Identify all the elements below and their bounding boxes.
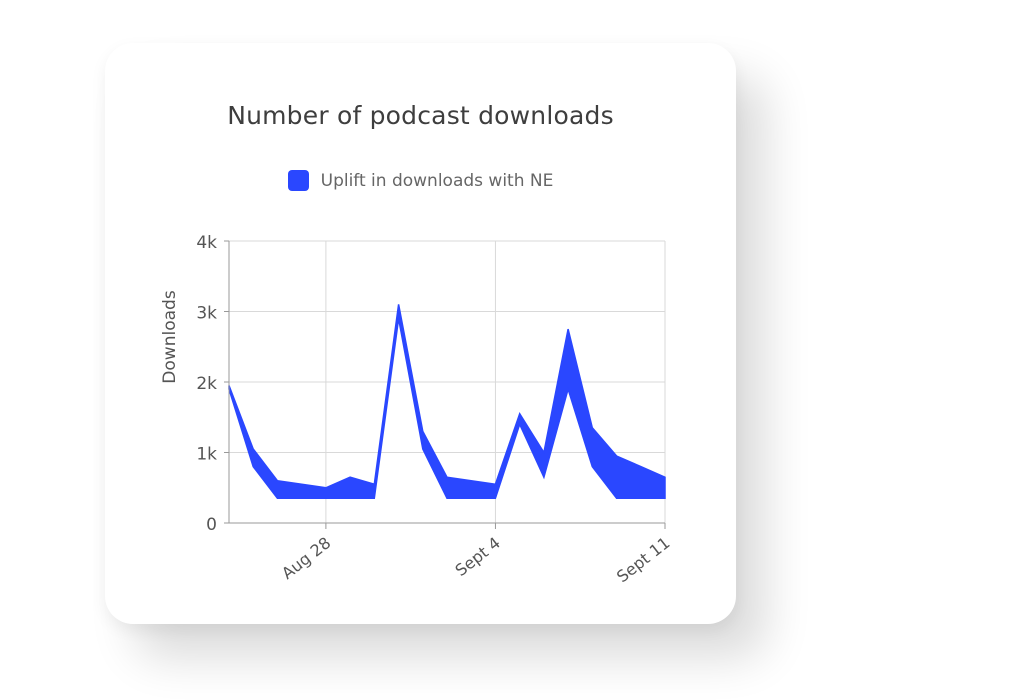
x-tick-label: Sept 4 — [451, 533, 503, 580]
y-axis-label: Downloads — [160, 290, 180, 384]
x-tick-label: Sept 11 — [613, 533, 673, 586]
y-tick-label: 4k — [196, 233, 217, 253]
y-tick-label: 3k — [196, 304, 217, 324]
y-tick-label: 0 — [206, 515, 217, 535]
axes — [224, 240, 666, 529]
legend-swatch — [287, 170, 309, 191]
chart-title: Number of podcast downloads — [227, 101, 614, 130]
chart-card: Number of podcast downloads Uplift in do… — [105, 43, 736, 624]
area-chart: 0 1k 2k 3k 4k Aug 28 Sept 4 Sept 11 Downloads — [160, 233, 673, 586]
series-band-0 — [228, 304, 666, 500]
series-areas — [228, 304, 666, 500]
y-tick-label: 1k — [196, 445, 217, 465]
chart-legend: Uplift in downloads with NE — [105, 170, 736, 191]
grid-lines — [229, 240, 666, 523]
x-tick-label: Aug 28 — [278, 533, 334, 583]
axis-ticks: 0 1k 2k 3k 4k Aug 28 Sept 4 Sept 11 — [196, 233, 673, 586]
legend-label: Uplift in downloads with NE — [320, 170, 554, 191]
y-tick-label: 2k — [196, 374, 217, 394]
